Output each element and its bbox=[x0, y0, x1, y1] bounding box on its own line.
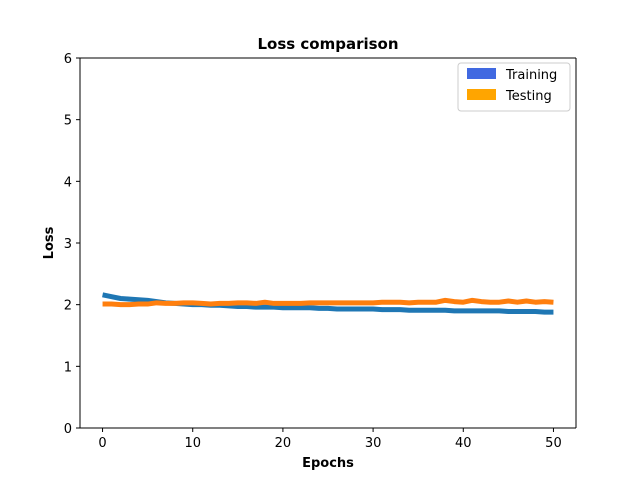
chart-title: Loss comparison bbox=[257, 35, 398, 53]
y-tick-label: 6 bbox=[64, 52, 72, 67]
x-tick-label: 30 bbox=[365, 436, 382, 451]
legend-entries: Training Testing bbox=[467, 68, 557, 104]
legend: Training Testing bbox=[457, 62, 571, 112]
series-line-2 bbox=[102, 297, 554, 308]
legend-swatch-training bbox=[467, 68, 496, 79]
legend-label-training: Training bbox=[505, 68, 557, 83]
y-tick-label: 4 bbox=[64, 175, 72, 190]
series-layer bbox=[102, 292, 554, 315]
y-axis-title: Loss bbox=[42, 226, 57, 259]
x-tick-label: 0 bbox=[98, 436, 106, 451]
x-axis-title: Epochs bbox=[302, 456, 354, 471]
x-tick-label: 50 bbox=[545, 436, 562, 451]
y-tick-label: 0 bbox=[64, 422, 72, 437]
y-tick-label: 3 bbox=[64, 237, 72, 252]
y-tick-label: 5 bbox=[64, 114, 72, 129]
plot-area bbox=[80, 58, 576, 428]
y-axis-ticks: 0 1 2 3 4 5 6 bbox=[64, 52, 80, 437]
y-tick-label: 2 bbox=[64, 299, 72, 314]
x-axis-ticks: 0 10 20 30 40 50 bbox=[98, 428, 562, 451]
y-tick-label: 1 bbox=[64, 360, 72, 375]
legend-label-testing: Testing bbox=[505, 89, 552, 104]
x-tick-label: 20 bbox=[275, 436, 292, 451]
x-tick-label: 10 bbox=[184, 436, 201, 451]
legend-swatch-testing bbox=[467, 89, 496, 100]
x-tick-label: 40 bbox=[455, 436, 472, 451]
